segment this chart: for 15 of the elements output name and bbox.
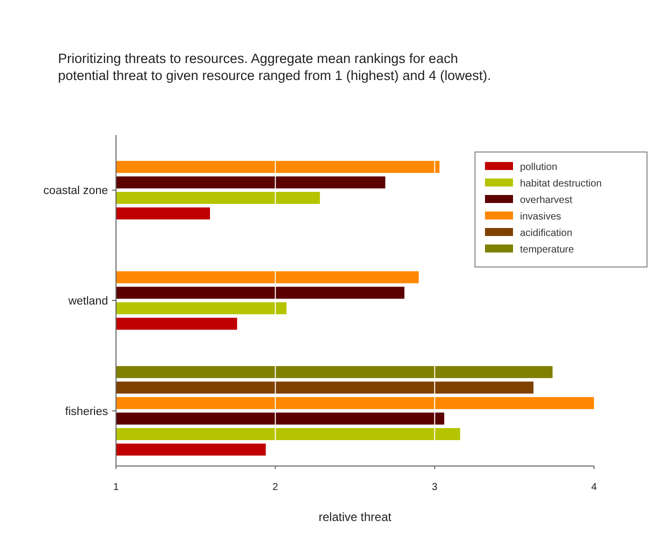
legend-label: overharvest (520, 195, 572, 206)
legend-label: temperature (520, 244, 574, 256)
x-tick-label: 3 (432, 482, 438, 493)
y-tick-label: wetland (67, 296, 108, 308)
legend-label: habitat destruction (520, 178, 602, 190)
y-tick-label: fisheries (65, 406, 108, 418)
chart-title: Prioritizing threats to resources. Aggregate mean rankings for each potential threat to given resource ranged from 1 (highest) and 4 (lowest). (58, 51, 491, 83)
x-tick-label: 4 (591, 482, 598, 493)
y-tick-label: coastal zone (43, 185, 108, 198)
legend-label: acidification (520, 228, 572, 239)
x-tick-label: 1 (113, 482, 120, 493)
x-tick-label: 2 (272, 482, 279, 493)
legend-label: invasives (520, 212, 562, 222)
legend-label: pollution (520, 162, 558, 173)
x-axis-title: relative threat (318, 510, 392, 524)
